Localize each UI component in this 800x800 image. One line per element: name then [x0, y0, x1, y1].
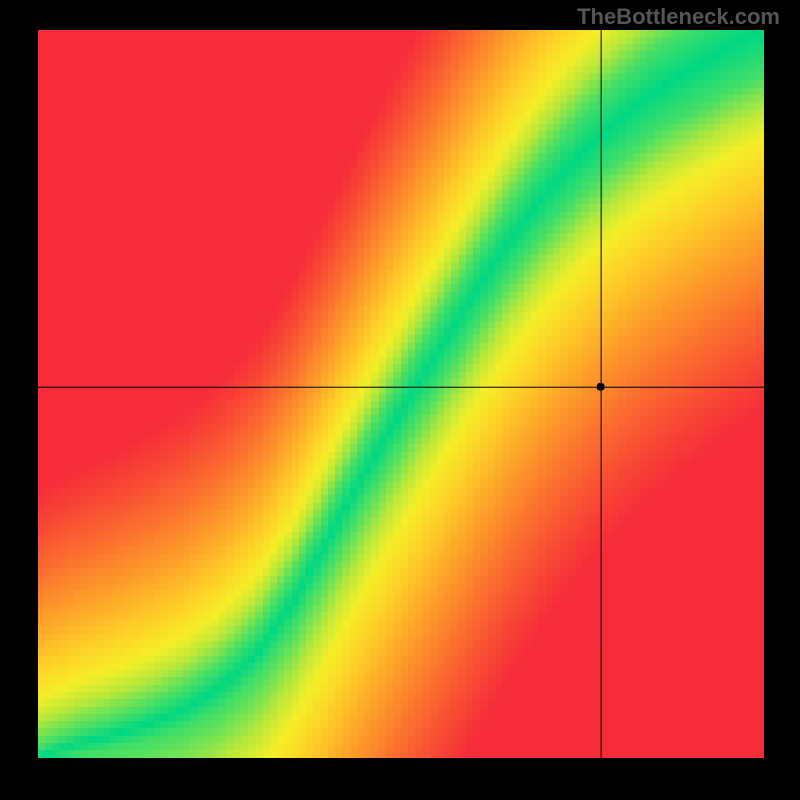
- heatmap-canvas: [38, 30, 764, 758]
- watermark-text: TheBottleneck.com: [577, 4, 780, 30]
- heatmap-plot: [38, 30, 764, 758]
